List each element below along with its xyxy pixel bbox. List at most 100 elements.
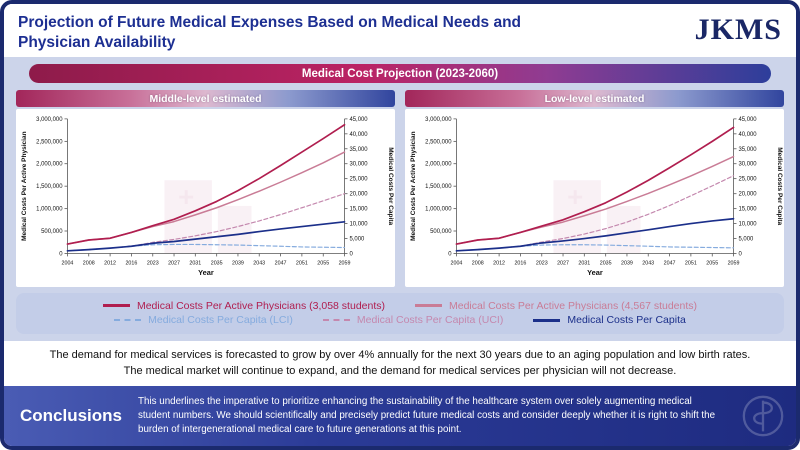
svg-text:0: 0 xyxy=(448,252,452,258)
svg-text:5,000: 5,000 xyxy=(738,237,754,243)
left-axis-ticks: 0 500,000 1,000,000 1,500,000 2,000,000 … xyxy=(36,117,68,258)
svg-text:3,000,000: 3,000,000 xyxy=(36,117,63,123)
svg-text:10,000: 10,000 xyxy=(349,222,368,228)
panel-middle-title: Middle-level estimated xyxy=(16,90,395,108)
conclusions-heading: Conclusions xyxy=(20,406,123,426)
legend-line-sample xyxy=(322,319,350,322)
svg-text:20,000: 20,000 xyxy=(738,192,757,198)
svg-text:2008: 2008 xyxy=(83,261,95,267)
svg-text:2027: 2027 xyxy=(557,261,569,267)
svg-text:2051: 2051 xyxy=(685,261,697,267)
svg-text:2,500,000: 2,500,000 xyxy=(425,140,452,146)
legend-label: Medical Costs Per Capita (UCI) xyxy=(356,314,504,327)
svg-text:2059: 2059 xyxy=(339,261,351,267)
svg-text:2016: 2016 xyxy=(125,261,137,267)
x-axis-label: Year xyxy=(198,269,214,278)
svg-text:3,000,000: 3,000,000 xyxy=(425,117,452,123)
svg-text:40,000: 40,000 xyxy=(738,132,757,138)
svg-text:35,000: 35,000 xyxy=(738,147,757,153)
svg-text:40,000: 40,000 xyxy=(349,132,368,138)
legend-item: Medical Costs Per Capita (UCI) xyxy=(322,314,504,327)
svg-text:15,000: 15,000 xyxy=(349,207,368,213)
right-axis-ticks: 0 5,000 10,000 15,000 20,000 25,000 30,0… xyxy=(733,117,757,258)
svg-text:2039: 2039 xyxy=(621,261,633,267)
svg-text:0: 0 xyxy=(349,252,353,258)
svg-text:2,000,000: 2,000,000 xyxy=(425,162,452,168)
legend: Medical Costs Per Active Physicians (3,0… xyxy=(16,293,784,334)
svg-text:15,000: 15,000 xyxy=(738,207,757,213)
summary: The demand for medical services is forec… xyxy=(4,340,796,385)
series-lines xyxy=(66,124,346,252)
svg-text:10,000: 10,000 xyxy=(738,222,757,228)
legend-item: Medical Costs Per Capita (LCI) xyxy=(114,314,293,326)
svg-text:2016: 2016 xyxy=(514,261,526,267)
svg-text:1,500,000: 1,500,000 xyxy=(36,184,63,190)
svg-text:2039: 2039 xyxy=(232,261,244,267)
page-title: Projection of Future Medical Expenses Ba… xyxy=(18,14,522,52)
svg-text:2047: 2047 xyxy=(275,261,287,267)
legend-item: Medical Costs Per Capita xyxy=(533,314,686,326)
content-band: Medical Cost Projection (2023-2060) Midd… xyxy=(4,57,796,341)
conclusions-bar: Conclusions This underlines the imperati… xyxy=(4,386,796,446)
svg-text:2027: 2027 xyxy=(168,261,180,267)
series-line xyxy=(455,126,735,246)
legend-label: Medical Costs Per Active Physicians (3,0… xyxy=(136,299,385,312)
legend-line-sample xyxy=(102,304,130,308)
right-axis-ticks: 0 5,000 10,000 15,000 20,000 25,000 30,0… xyxy=(344,117,368,258)
svg-text:25,000: 25,000 xyxy=(738,177,757,183)
x-axis-ticks: 2004 2008 2012 2016 2023 2027 2031 2035 … xyxy=(62,253,351,267)
svg-text:2023: 2023 xyxy=(147,261,159,267)
right-axis-label: Medical Costs Per Capita xyxy=(776,148,783,226)
series-line xyxy=(66,124,346,246)
section-banner: Medical Cost Projection (2023-2060) xyxy=(29,64,771,84)
axes xyxy=(456,119,734,255)
svg-text:2047: 2047 xyxy=(664,261,676,267)
svg-text:0: 0 xyxy=(738,252,742,258)
svg-text:500,000: 500,000 xyxy=(430,229,452,235)
svg-text:1,500,000: 1,500,000 xyxy=(425,184,452,190)
svg-text:35,000: 35,000 xyxy=(349,147,368,153)
legend-item: Medical Costs Per Active Physicians (4,5… xyxy=(415,300,697,312)
svg-text:2008: 2008 xyxy=(472,261,484,267)
svg-text:2043: 2043 xyxy=(253,261,265,267)
svg-text:20,000: 20,000 xyxy=(349,192,368,198)
legend-row-2: Medical Costs Per Capita (LCI) Medical C… xyxy=(22,314,778,326)
svg-text:2023: 2023 xyxy=(536,261,548,267)
summary-line-2: The medical market will continue to expa… xyxy=(123,364,677,377)
legend-item: Medical Costs Per Active Physicians (3,0… xyxy=(102,299,385,312)
svg-text:1,000,000: 1,000,000 xyxy=(36,207,63,213)
legend-row-1: Medical Costs Per Active Physicians (3,0… xyxy=(22,300,778,312)
chart-low: 0 500,000 1,000,000 1,500,000 2,000,000 … xyxy=(405,109,784,288)
svg-text:2059: 2059 xyxy=(728,261,740,267)
left-axis-label: Medical Costs Per Active Physician xyxy=(410,132,417,242)
svg-text:30,000: 30,000 xyxy=(738,162,757,168)
svg-text:2012: 2012 xyxy=(104,261,116,267)
svg-text:2,500,000: 2,500,000 xyxy=(36,140,63,146)
svg-text:2012: 2012 xyxy=(493,261,505,267)
svg-text:2031: 2031 xyxy=(578,261,590,267)
legend-label: Medical Costs Per Active Physicians (4,5… xyxy=(449,299,698,312)
conclusions-body: This underlines the imperative to priori… xyxy=(138,396,716,436)
panel-low-title: Low-level estimated xyxy=(405,90,784,108)
svg-text:2,000,000: 2,000,000 xyxy=(36,162,63,168)
svg-text:30,000: 30,000 xyxy=(349,162,368,168)
svg-text:2035: 2035 xyxy=(600,261,612,267)
legend-line-sample xyxy=(114,319,142,322)
svg-text:45,000: 45,000 xyxy=(349,117,368,123)
chart-panels: Middle-level estimated 0 500,000 1,000,0… xyxy=(16,90,784,288)
svg-text:2055: 2055 xyxy=(317,261,329,267)
left-axis-ticks: 0 500,000 1,000,000 1,500,000 2,000,000 … xyxy=(425,117,457,258)
legend-line-sample xyxy=(415,304,442,308)
right-axis-label: Medical Costs Per Capita xyxy=(387,148,394,226)
header: Projection of Future Medical Expenses Ba… xyxy=(4,4,796,58)
series-lines xyxy=(455,126,735,252)
svg-text:1,000,000: 1,000,000 xyxy=(425,207,452,213)
svg-text:500,000: 500,000 xyxy=(41,229,63,235)
svg-text:25,000: 25,000 xyxy=(349,177,368,183)
svg-text:2004: 2004 xyxy=(451,261,463,267)
chart-middle: 0 500,000 1,000,000 1,500,000 2,000,000 … xyxy=(16,109,395,288)
svg-text:2031: 2031 xyxy=(189,261,201,267)
svg-text:45,000: 45,000 xyxy=(738,117,757,123)
panel-low: Low-level estimated 0 500,000 1,000,000 … xyxy=(405,90,784,288)
svg-text:0: 0 xyxy=(59,252,63,258)
